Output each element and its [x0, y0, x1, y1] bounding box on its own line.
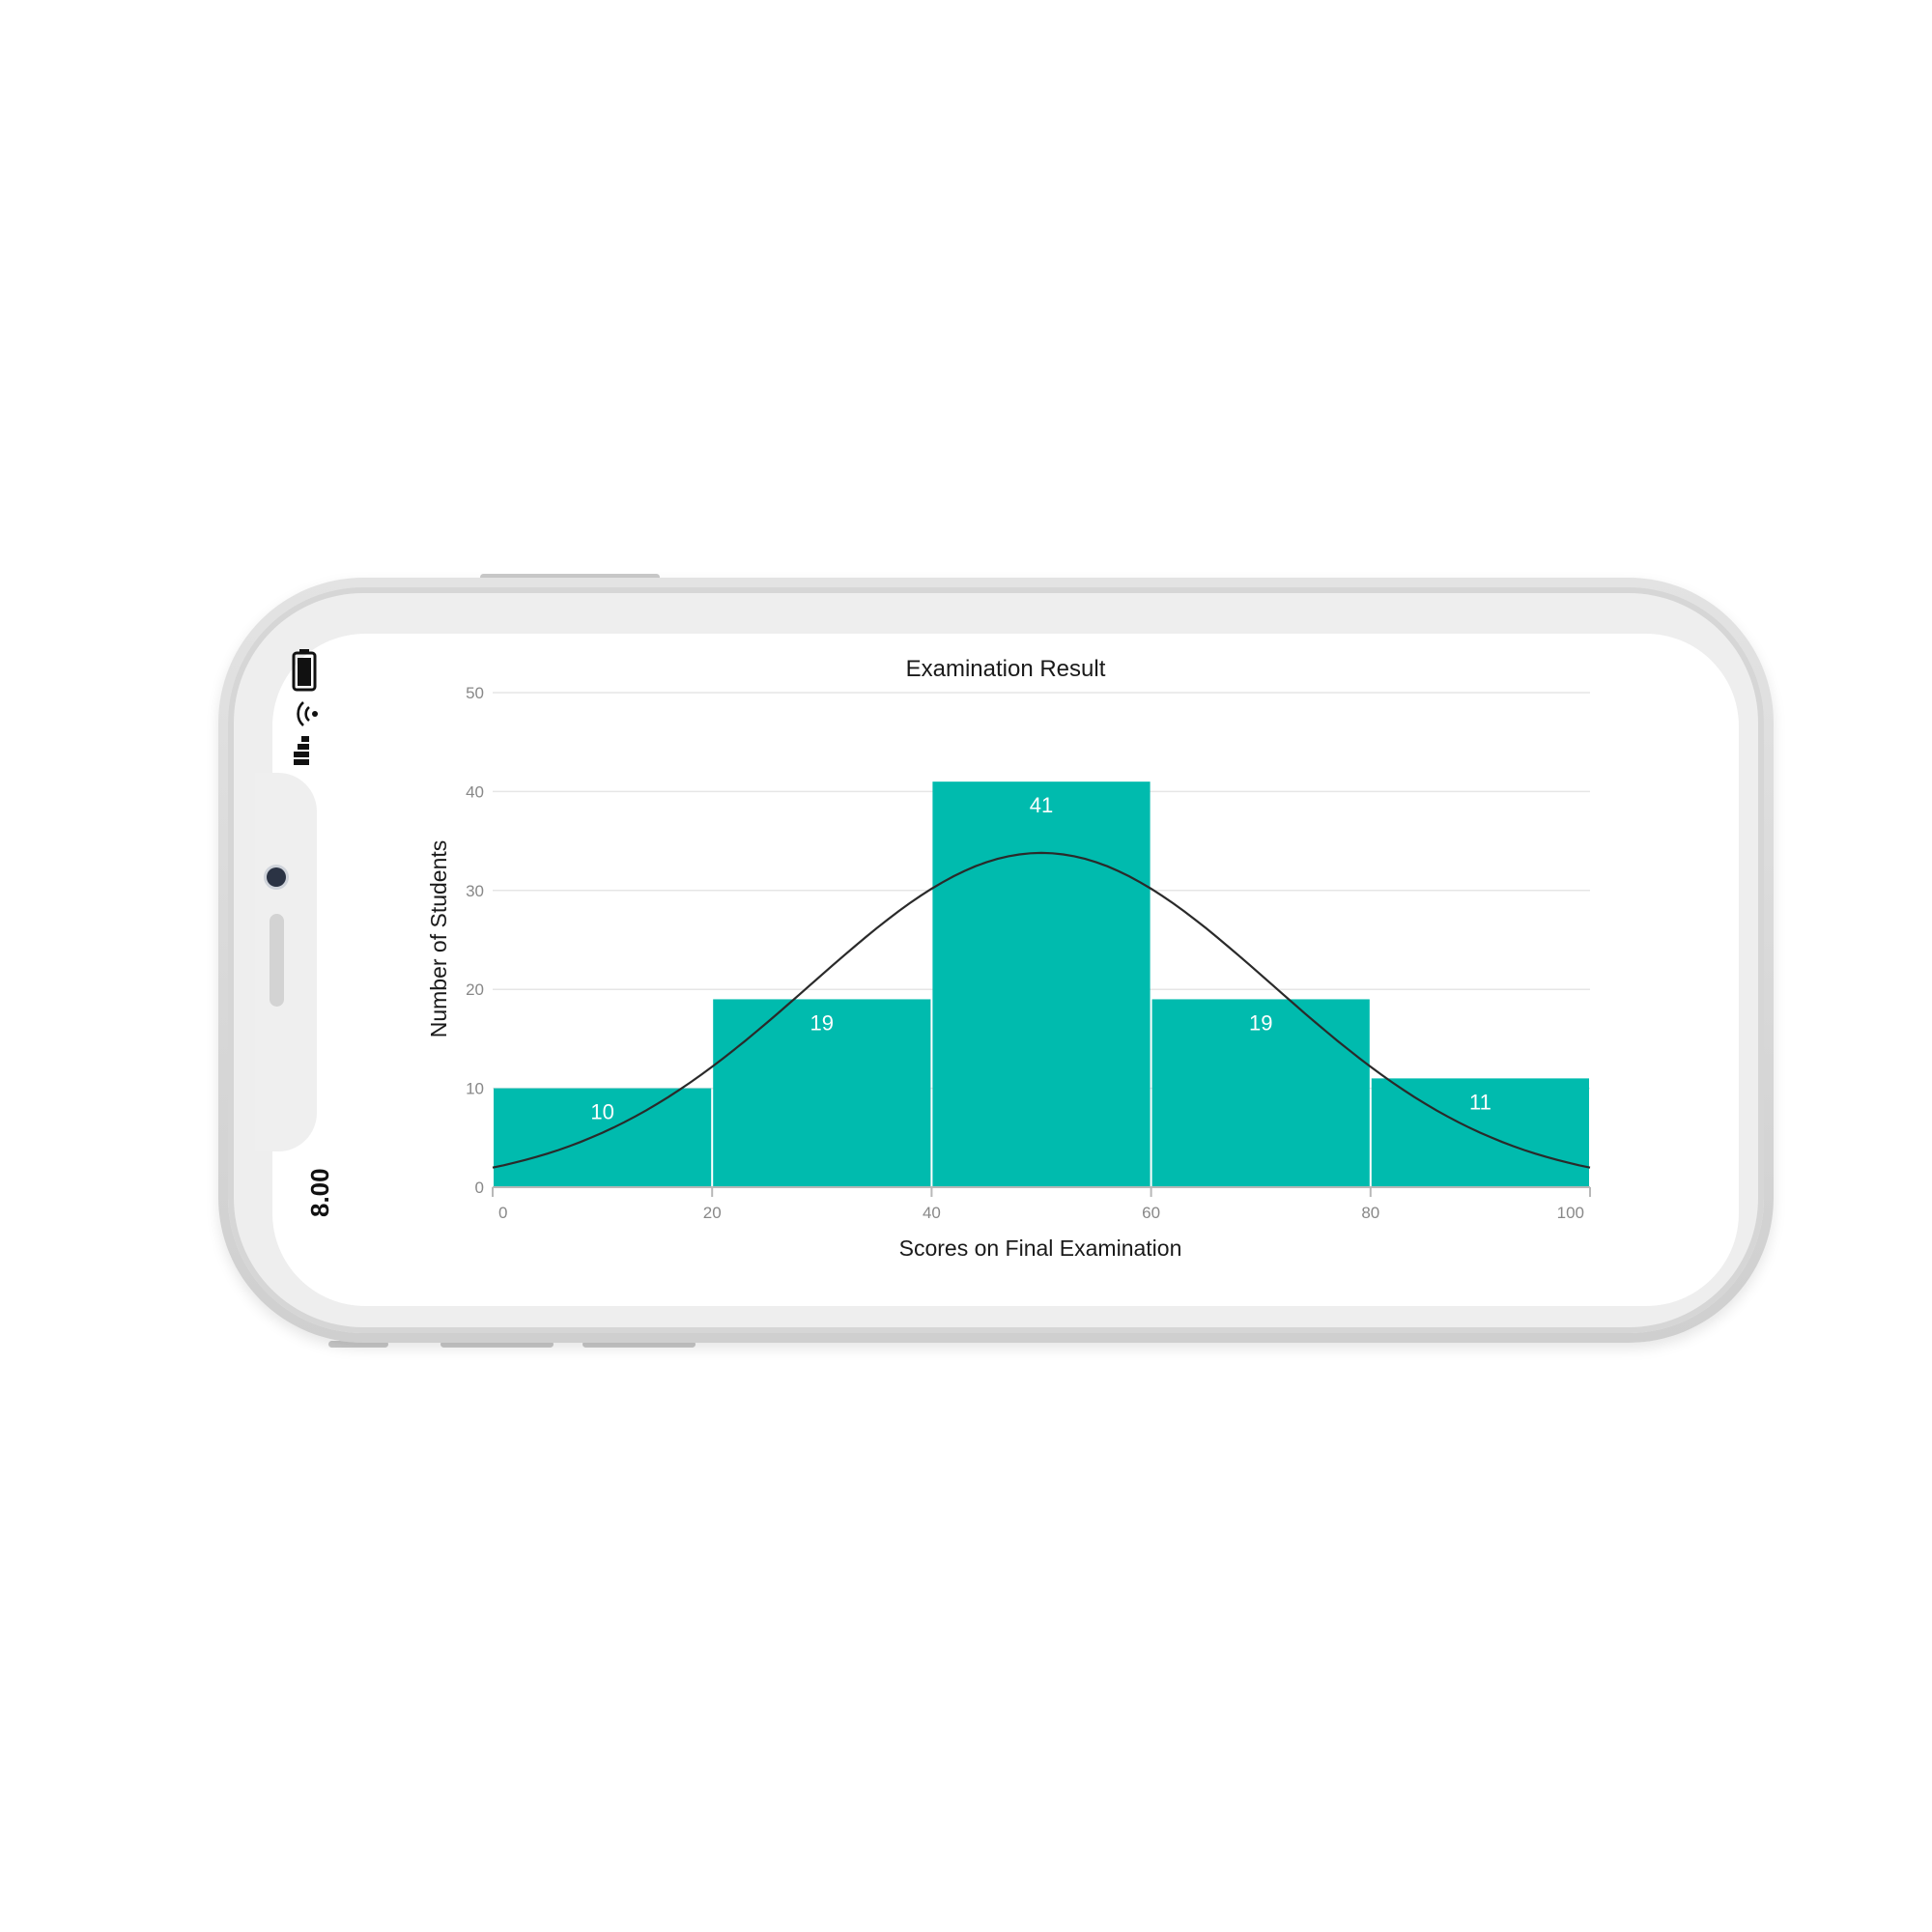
y-tick-label: 30	[466, 882, 484, 900]
bars	[494, 781, 1589, 1187]
x-tick-label: 60	[1142, 1204, 1160, 1222]
volume-up-button	[440, 1341, 554, 1348]
x-tick-label: 100	[1557, 1204, 1584, 1222]
wifi-icon	[297, 701, 318, 726]
data-label: 10	[590, 1100, 613, 1124]
battery-icon	[292, 649, 317, 692]
data-label: 41	[1030, 793, 1053, 817]
histogram-bar	[1151, 999, 1370, 1187]
y-tick-label: 40	[466, 782, 484, 801]
power-button	[480, 574, 660, 581]
notch	[255, 773, 317, 1151]
speaker-grille	[270, 914, 284, 1007]
y-axis-label: Number of Students	[426, 840, 451, 1038]
phone-frame	[218, 578, 1774, 1343]
x-tick-label: 0	[498, 1204, 507, 1222]
data-label: 11	[1469, 1090, 1492, 1114]
data-labels: 10 19 41 19 11	[590, 793, 1491, 1123]
x-axis-label: Scores on Final Examination	[899, 1236, 1182, 1261]
x-tick-label: 40	[923, 1204, 941, 1222]
data-label: 19	[1249, 1010, 1272, 1035]
front-camera-icon	[267, 867, 286, 887]
data-label: 19	[810, 1010, 834, 1035]
y-tick-label: 0	[475, 1179, 484, 1197]
histogram-bar	[494, 1088, 712, 1187]
x-tick-label: 20	[703, 1204, 722, 1222]
y-axis-ticks: 0 10 20 30 40 50	[466, 684, 484, 1197]
normal-distribution-curve	[492, 851, 1591, 1169]
volume-down-button	[582, 1341, 696, 1348]
x-tick-label: 80	[1361, 1204, 1379, 1222]
histogram-bar	[713, 999, 931, 1187]
histogram-bar	[932, 781, 1151, 1187]
mute-switch	[328, 1341, 388, 1348]
cellular-signal-icon	[294, 736, 309, 765]
chart-title: Examination Result	[906, 656, 1106, 682]
x-axis-ticks: 0 20 40 60 80 100	[492, 1187, 1591, 1222]
y-tick-label: 10	[466, 1080, 484, 1098]
y-tick-label: 50	[466, 684, 484, 702]
y-tick-label: 20	[466, 980, 484, 999]
